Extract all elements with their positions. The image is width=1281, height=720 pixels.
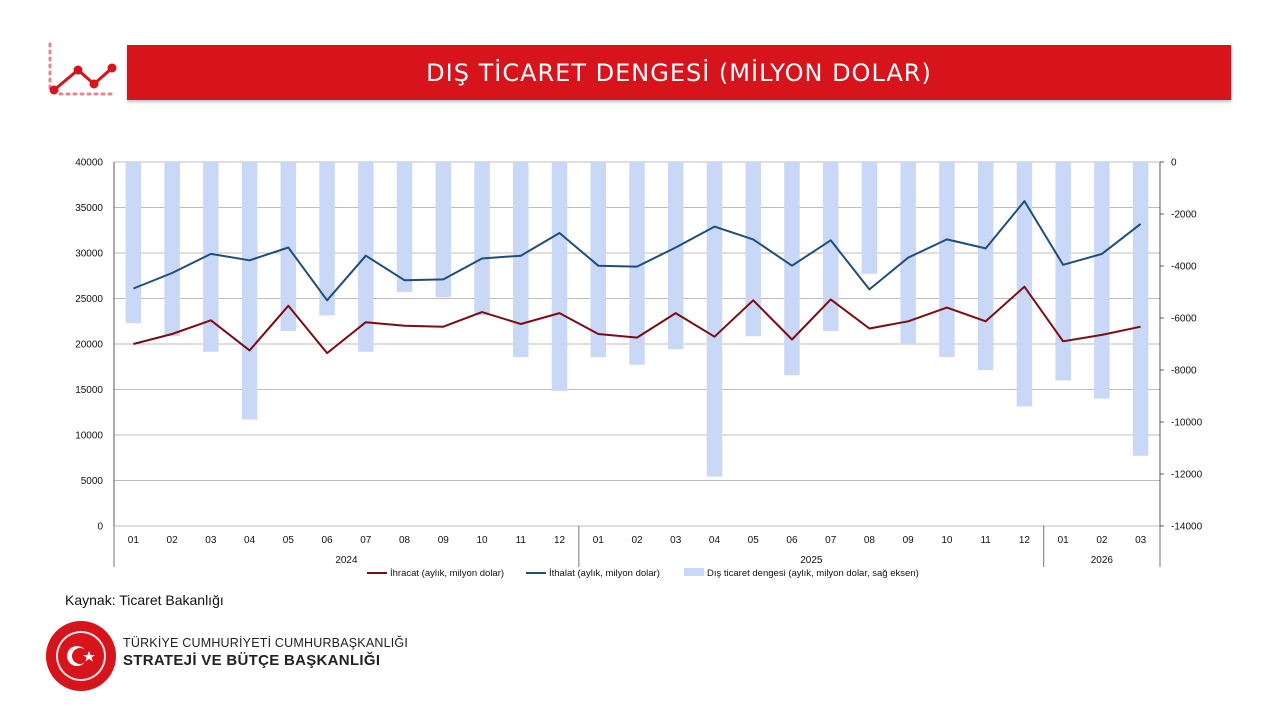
balance-bar — [629, 162, 645, 365]
legend-swatch-bar — [684, 568, 704, 576]
export-line — [133, 285, 1141, 355]
balance-bar — [125, 162, 142, 324]
legend-label: İthalat (aylık, milyon dolar) — [549, 568, 660, 579]
balance-bar — [164, 162, 180, 337]
series-lines — [133, 200, 1142, 355]
x-tick-label: 02 — [631, 535, 643, 546]
org-line-2: STRATEJİ VE BÜTÇE BAŞKANLIĞI — [123, 652, 381, 669]
left-axis-tick-label: 15000 — [75, 385, 103, 396]
balance-bar — [784, 162, 800, 376]
import-line — [133, 200, 1142, 302]
balance-bar — [474, 162, 490, 316]
right-axis-tick-label: 0 — [1171, 158, 1177, 169]
balance-bar — [861, 162, 878, 274]
left-axis-tick-label: 35000 — [75, 203, 103, 214]
x-tick-label: 09 — [903, 535, 915, 546]
x-tick-label: 12 — [554, 535, 566, 546]
balance-bar — [241, 162, 258, 420]
legend-label: Dış ticaret dengesi (aylık, milyon dolar… — [707, 568, 919, 579]
right-axis-tick-label: -6000 — [1171, 314, 1197, 325]
year-label: 2026 — [1091, 555, 1114, 566]
x-tick-label: 01 — [128, 535, 140, 546]
year-label: 2024 — [335, 555, 358, 566]
x-tick-label: 12 — [1019, 535, 1031, 546]
x-tick-label: 01 — [1058, 535, 1070, 546]
balance-bar — [396, 162, 413, 292]
balance-bar — [1055, 162, 1071, 381]
x-tick-label: 01 — [593, 535, 605, 546]
x-tick-label: 04 — [244, 535, 256, 546]
balance-bar — [435, 162, 452, 298]
organization-name: TÜRKİYE CUMHURİYETİ CUMHURBAŞKANLIĞI STR… — [123, 636, 408, 669]
x-tick-label: 03 — [1135, 535, 1147, 546]
left-axis-tick-label: 0 — [97, 522, 103, 533]
left-axis-tick-label: 30000 — [75, 249, 103, 260]
x-tick-label: 04 — [709, 535, 721, 546]
balance-bar — [590, 162, 607, 357]
balance-bar — [513, 162, 529, 357]
x-tick-label: 06 — [322, 535, 334, 546]
axes: 0 5000 10000 15000 20000 25000 30000 35000 40000… — [75, 158, 1203, 567]
x-tick-label: 03 — [205, 535, 217, 546]
trade-balance-chart: 0 5000 10000 15000 20000 25000 30000 35000 40000… — [75, 158, 1203, 580]
page-title: DIŞ TİCARET DENGESİ (MİLYON DOLAR) — [426, 58, 932, 87]
legend-label: İhracat (aylık, milyon dolar) — [390, 568, 504, 579]
left-axis-tick-label: 10000 — [75, 431, 103, 442]
right-axis-tick-label: -2000 — [1171, 210, 1197, 221]
balance-bar — [745, 162, 761, 337]
right-axis-tick-label: -4000 — [1171, 262, 1197, 273]
left-axis-tick-label: 25000 — [75, 294, 103, 305]
x-tick-label: 08 — [864, 535, 876, 546]
balance-bar — [939, 162, 955, 357]
x-tick-label: 11 — [516, 535, 527, 546]
source-note: Kaynak: Ticaret Bakanlığı — [65, 592, 224, 608]
legend: İhracat (aylık, milyon dolar) İthalat (ay… — [367, 568, 919, 579]
balance-bar — [1094, 162, 1110, 399]
balance-bar — [1016, 162, 1033, 407]
right-axis-tick-label: -14000 — [1171, 522, 1203, 533]
left-axis-tick-label: 5000 — [81, 476, 104, 487]
left-axis-tick-label: 20000 — [75, 340, 103, 351]
trend-line-icon — [48, 42, 117, 96]
org-line-1: TÜRKİYE CUMHURİYETİ CUMHURBAŞKANLIĞI — [123, 636, 409, 650]
x-tick-label: 09 — [438, 535, 450, 546]
x-tick-label: 02 — [167, 535, 179, 546]
balance-bar — [900, 162, 916, 344]
x-tick-label: 02 — [1096, 535, 1108, 546]
balance-bar — [551, 162, 568, 391]
x-tick-label: 07 — [360, 535, 372, 546]
x-tick-label: 10 — [941, 535, 953, 546]
balance-bar — [977, 162, 994, 370]
x-tick-label: 05 — [748, 535, 760, 546]
x-tick-label: 03 — [670, 535, 682, 546]
x-tick-label: 07 — [825, 535, 837, 546]
sbb-seal-logo — [46, 621, 116, 691]
balance-bar — [319, 162, 335, 316]
right-axis-tick-label: -10000 — [1171, 418, 1203, 429]
year-label: 2025 — [800, 555, 823, 566]
balance-bar — [1132, 162, 1149, 456]
balance-bar — [667, 162, 684, 350]
balance-bar — [822, 162, 839, 331]
balance-bar — [280, 162, 297, 331]
balance-bar — [203, 162, 219, 352]
x-tick-label: 11 — [980, 535, 991, 546]
x-tick-label: 05 — [283, 535, 295, 546]
left-axis-tick-label: 40000 — [75, 158, 103, 169]
right-axis-tick-label: -8000 — [1171, 366, 1197, 377]
x-tick-label: 06 — [786, 535, 798, 546]
chart-title-banner: DIŞ TİCARET DENGESİ (MİLYON DOLAR) — [127, 45, 1231, 100]
x-tick-label: 08 — [399, 535, 411, 546]
balance-bars — [125, 162, 1149, 477]
x-tick-label: 10 — [476, 535, 488, 546]
right-axis-tick-label: -12000 — [1171, 470, 1203, 481]
balance-bar — [706, 162, 723, 477]
